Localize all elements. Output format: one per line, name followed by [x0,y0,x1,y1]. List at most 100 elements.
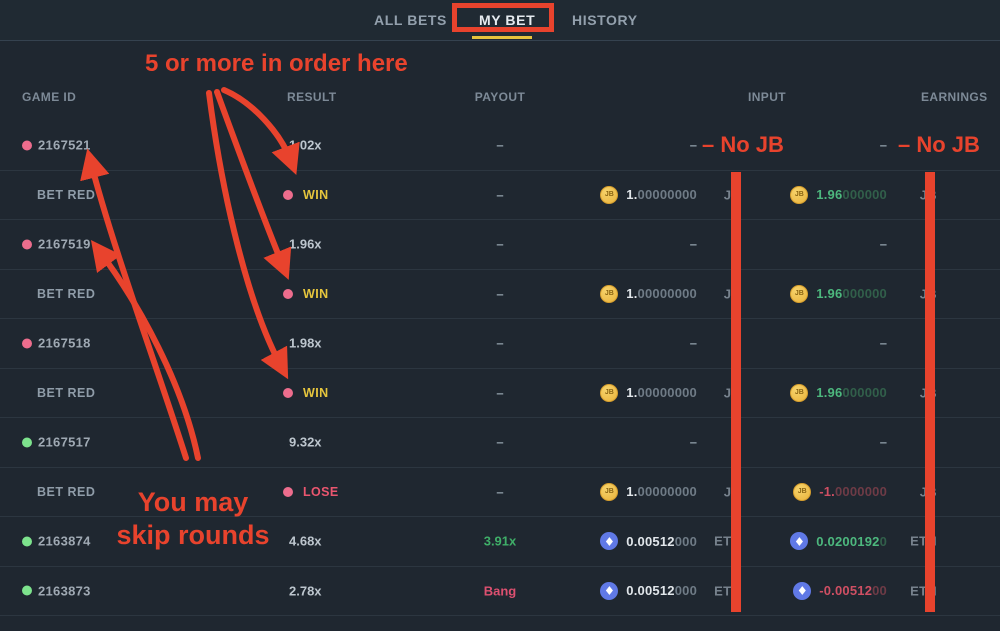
input-value: JB 1.00000000 [600,482,697,501]
result-value: WIN [283,287,329,301]
table-row[interactable]: 2167519 1.96x – – – [0,220,1000,270]
result-value: 4.68x [289,533,322,549]
result-value: 2.78x [289,583,322,599]
status-dot-icon [283,387,293,398]
eth-coin-icon: ◆ [600,581,619,600]
jb-coin-icon: JB [790,383,809,402]
status-dot-icon [22,536,32,547]
bet-label: BET RED [37,484,96,499]
game-id: 2167521 [22,138,91,153]
earnings-currency: JB [919,385,937,401]
jb-coin-icon: JB [790,284,809,303]
bet-label: BET RED [37,286,96,301]
result-value: 1.02x [289,137,322,153]
earnings-value: – [879,434,887,450]
earnings-value: – [879,236,887,252]
input-value: ◆ 0.00512000 [600,581,697,600]
earnings-value: ◆ 0.02001920 [790,532,887,551]
column-header-game-id: GAME ID [22,90,77,104]
payout-value: – [496,434,504,450]
status-dot-icon [283,288,293,299]
earnings-value: – [879,335,887,351]
input-value: – [689,236,697,252]
status-dot-icon [283,189,293,200]
result-value: WIN [283,386,329,400]
input-value: JB 1.00000000 [600,284,697,303]
table-row[interactable]: BET RED WIN – JB 1.00000000 JB JB 1.9600… [0,369,1000,418]
jb-coin-icon: JB [600,383,619,402]
input-value: ◆ 0.00512000 [600,532,697,551]
tab-history[interactable]: HISTORY [572,12,638,28]
game-id: 2167517 [22,435,91,450]
eth-coin-icon: ◆ [790,532,809,551]
eth-coin-icon: ◆ [600,532,619,551]
table-row[interactable]: 2167518 1.98x – – – [0,319,1000,369]
payout-value: – [496,137,504,153]
table-row[interactable]: BET RED LOSE – JB 1.00000000 JB JB -1.00… [0,468,1000,517]
earnings-value: ◆ -0.0051200 [793,581,887,600]
status-dot-icon [22,338,32,349]
status-dot-icon [22,140,32,151]
input-currency: JB [723,286,741,302]
input-value: JB 1.00000000 [600,185,697,204]
column-header-earnings: EARNINGS [921,90,988,104]
tab-bar: ALL BETS MY BET HISTORY [0,0,1000,41]
game-id: 2163873 [22,583,91,598]
jb-coin-icon: JB [600,284,619,303]
tab-my-bet[interactable]: MY BET [479,12,536,28]
game-id: 2163874 [22,534,91,549]
payout-value: Bang [483,583,517,599]
status-dot-icon [22,437,32,448]
column-header-payout: PAYOUT [474,90,526,104]
table-row[interactable]: 2167517 9.32x – – – [0,418,1000,468]
earnings-value: JB 1.96000000 [790,185,887,204]
input-currency: JB [723,484,741,500]
input-currency: ETH [714,533,741,549]
eth-coin-icon: ◆ [793,581,812,600]
input-value: – [689,137,697,153]
payout-value: 3.91x [483,533,517,549]
bet-label: BET RED [37,187,96,202]
bets-table-body: 2167521 1.02x – – – BET RED WIN – JB 1.0… [0,121,1000,631]
input-currency: JB [723,187,741,203]
table-row[interactable]: 2163874 4.68x 3.91x ◆ 0.00512000 ETH ◆ 0… [0,517,1000,567]
jb-coin-icon: JB [790,185,809,204]
earnings-currency: JB [919,286,937,302]
payout-value: – [496,484,504,500]
input-value: JB 1.00000000 [600,383,697,402]
result-value: LOSE [283,485,339,499]
column-header-result: RESULT [287,90,337,104]
bet-label: BET RED [37,385,96,400]
table-row[interactable]: 2167521 1.02x – – – [0,121,1000,171]
earnings-value: JB 1.96000000 [790,383,887,402]
result-value: 9.32x [289,434,322,450]
result-value: WIN [283,188,329,202]
game-id: 2167518 [22,336,91,351]
table-row[interactable]: 2163873 2.78x Bang ◆ 0.00512000 ETH ◆ -0… [0,567,1000,616]
jb-coin-icon: JB [600,185,619,204]
input-currency: JB [723,385,741,401]
status-dot-icon [22,239,32,250]
input-value: – [689,434,697,450]
payout-value: – [496,335,504,351]
earnings-value: – [879,137,887,153]
jb-coin-icon: JB [600,482,619,501]
earnings-currency: ETH [910,533,937,549]
table-row[interactable]: 2163872 2.79x 3.00x ◆ 0.00400000 ETH ◆ 0… [0,616,1000,631]
annotation-top-note: 5 or more in order here [145,50,408,77]
earnings-value: JB 1.96000000 [790,284,887,303]
payout-value: – [496,286,504,302]
input-value: – [689,335,697,351]
payout-value: – [496,236,504,252]
game-id: 2167519 [22,237,91,252]
tab-all-bets[interactable]: ALL BETS [374,12,447,28]
table-row[interactable]: BET RED WIN – JB 1.00000000 JB JB 1.9600… [0,171,1000,220]
status-dot-icon [22,585,32,596]
status-dot-icon [283,486,293,497]
payout-value: – [496,187,504,203]
table-row[interactable]: BET RED WIN – JB 1.00000000 JB JB 1.9600… [0,270,1000,319]
jb-coin-icon: JB [793,482,812,501]
input-currency: ETH [714,583,741,599]
payout-value: – [496,385,504,401]
